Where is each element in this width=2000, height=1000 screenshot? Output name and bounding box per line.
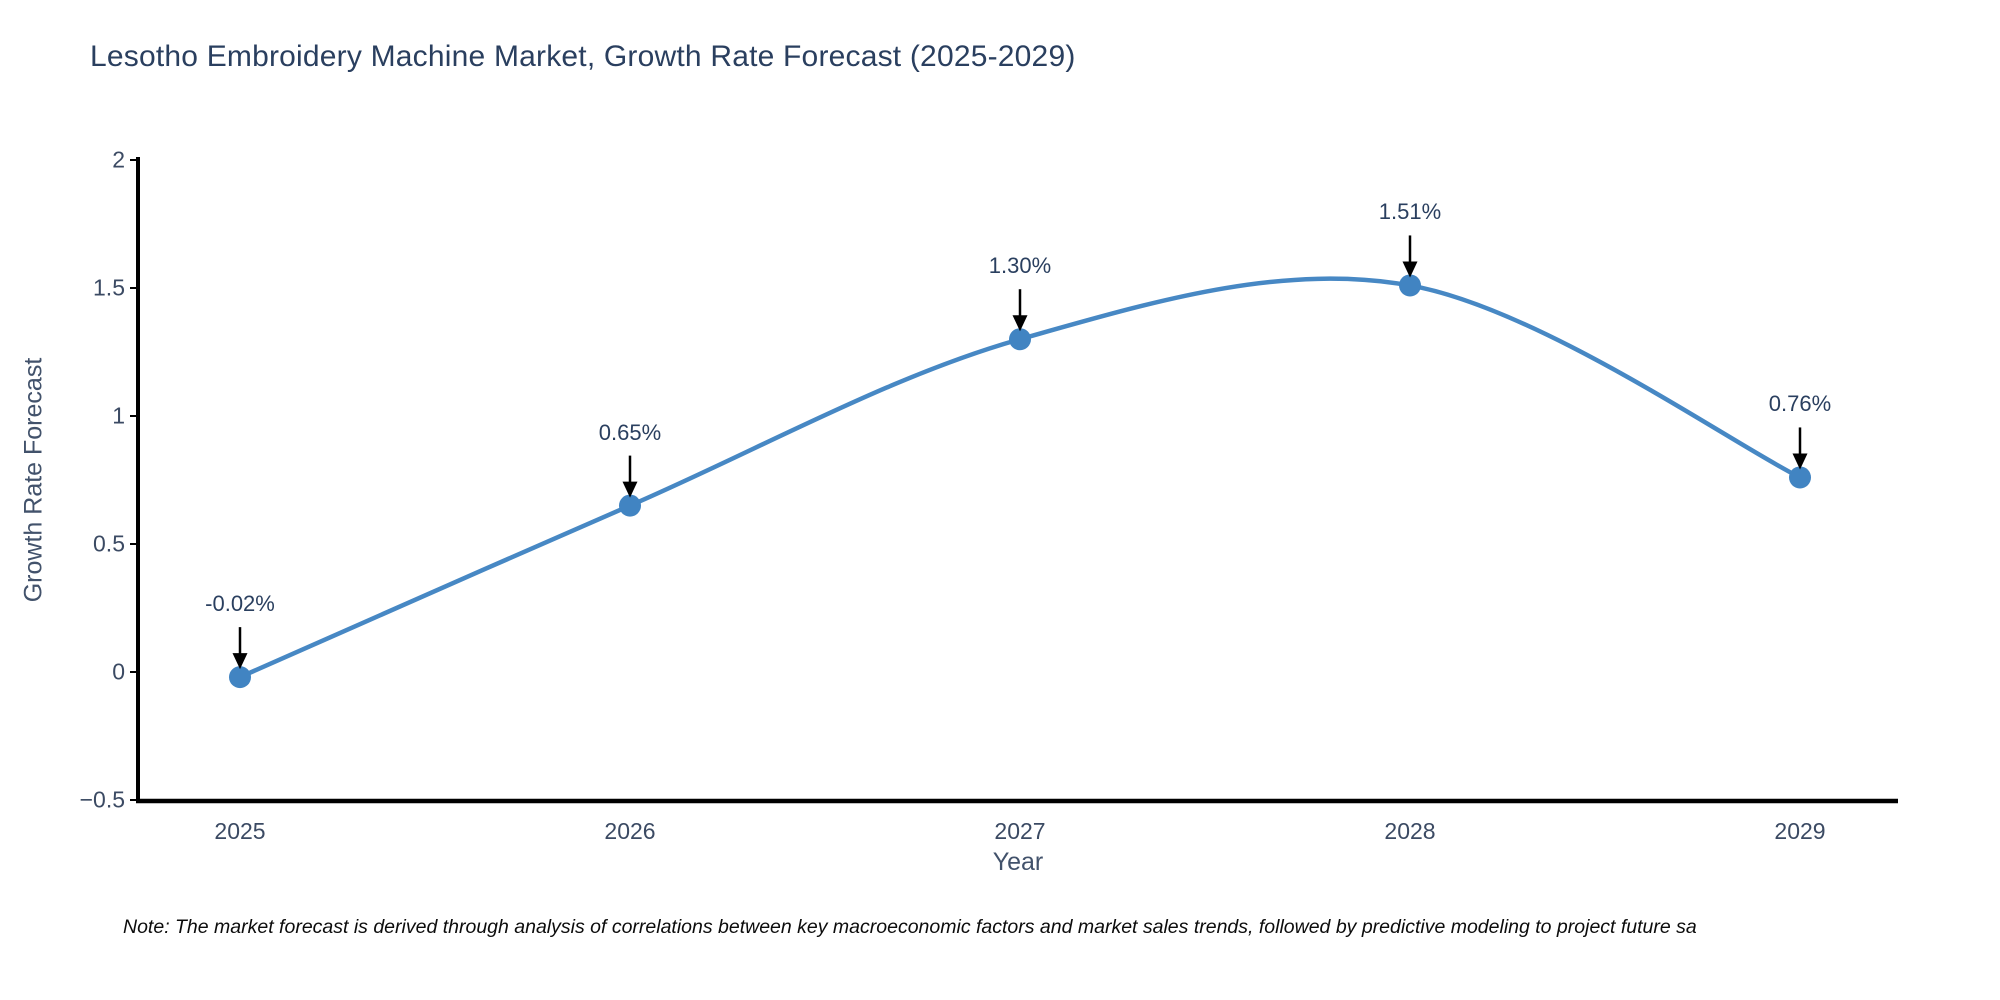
- data-point-marker: [1399, 274, 1421, 297]
- annotation-arrow-head: [1402, 261, 1418, 278]
- x-tick-label: 2026: [604, 818, 656, 844]
- data-point-marker: [619, 494, 641, 517]
- y-tick-label: −0.5: [79, 786, 125, 813]
- data-point-marker: [1009, 328, 1031, 351]
- x-tick-label: 2029: [1774, 818, 1826, 844]
- x-axis-title: Year: [992, 848, 1044, 876]
- data-point-marker: [229, 666, 251, 689]
- x-tick-label: 2027: [994, 818, 1046, 844]
- data-point-label: 0.76%: [1768, 391, 1832, 417]
- annotation-arrow-head: [1792, 453, 1808, 470]
- y-tick-label: 1.5: [93, 274, 125, 301]
- x-tick-label: 2028: [1384, 818, 1436, 844]
- annotation-arrow-head: [232, 653, 248, 670]
- chart-title: Lesotho Embroidery Machine Market, Growt…: [90, 40, 1076, 73]
- data-point-marker: [1789, 466, 1811, 489]
- data-point-label: 1.30%: [988, 253, 1052, 279]
- annotation-arrow-head: [1012, 315, 1028, 332]
- data-point-label: 0.65%: [598, 419, 662, 445]
- footnote: Note: The market forecast is derived thr…: [123, 916, 1697, 938]
- annotation-arrow-head: [622, 481, 638, 498]
- y-tick-label: 0: [112, 658, 125, 685]
- y-tick-label: 1: [112, 402, 125, 429]
- x-tick-label: 2025: [214, 818, 266, 844]
- data-point-label: 1.51%: [1378, 199, 1442, 225]
- y-tick-label: 0.5: [93, 530, 125, 557]
- data-point-label: -0.02%: [205, 591, 275, 617]
- y-tick-label: 2: [112, 146, 125, 173]
